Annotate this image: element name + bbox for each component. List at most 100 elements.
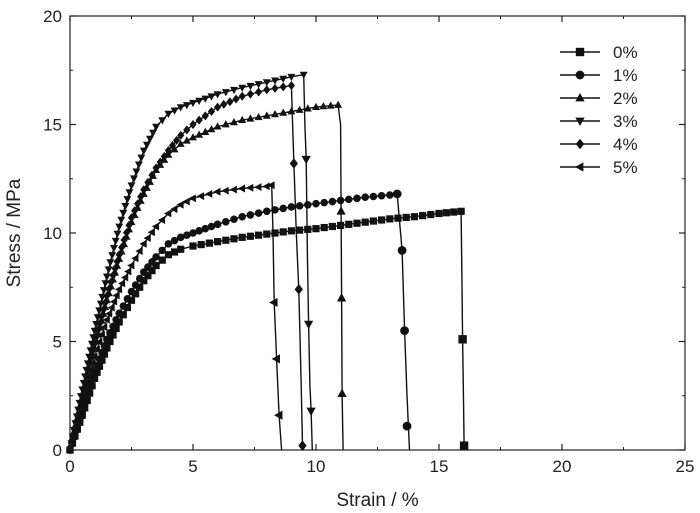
data-point (189, 242, 197, 250)
data-point (123, 303, 131, 312)
data-point (115, 250, 123, 260)
data-point (353, 194, 361, 203)
data-point (195, 130, 204, 138)
data-point (254, 209, 263, 217)
data-point (112, 316, 120, 324)
data-point (158, 117, 167, 125)
data-point (92, 345, 100, 354)
data-point (207, 93, 216, 101)
data-point (152, 261, 160, 270)
axes-layer: 0 5 10 15 20 25 0 5 10 15 20 (43, 7, 694, 476)
data-point (274, 410, 283, 420)
data-point (386, 215, 394, 223)
data-point (183, 125, 191, 135)
data-point (296, 226, 304, 234)
x-tick-label: 10 (307, 457, 326, 476)
data-point (458, 335, 467, 344)
data-point (459, 441, 469, 450)
data-point (410, 213, 418, 221)
data-point (450, 208, 458, 216)
data-point (189, 120, 197, 129)
data-point (196, 192, 205, 201)
data-point (111, 237, 120, 246)
data-point (238, 212, 246, 221)
data-point (267, 181, 275, 190)
data-point (189, 229, 197, 237)
data-point (100, 323, 108, 332)
data-point (151, 222, 159, 231)
data-point (182, 197, 190, 206)
data-point (201, 224, 210, 233)
data-point (246, 232, 254, 240)
data-point (177, 245, 185, 253)
data-point (127, 213, 136, 223)
data-point (361, 218, 369, 226)
data-point (345, 195, 353, 204)
data-point (287, 107, 296, 115)
data-point (369, 192, 378, 201)
legend-entry: 1% (560, 66, 638, 85)
data-point (213, 122, 222, 130)
data-point (122, 228, 131, 238)
data-point (139, 147, 148, 155)
plot-area (69, 15, 686, 451)
data-point (137, 154, 146, 162)
data-point (298, 440, 307, 451)
data-point (312, 102, 320, 111)
data-point (328, 197, 337, 206)
data-point (427, 210, 435, 219)
data-point (207, 106, 216, 116)
data-point (120, 235, 128, 245)
data-point (109, 270, 117, 280)
data-point (168, 140, 177, 150)
data-point (121, 273, 129, 282)
data-point (127, 261, 135, 270)
data-point (176, 233, 185, 242)
data-point (238, 233, 246, 241)
legend-label: 1% (613, 66, 638, 85)
data-point (369, 217, 377, 225)
data-point (130, 175, 138, 183)
data-point (134, 161, 143, 169)
data-point (188, 194, 196, 203)
data-point (238, 91, 246, 101)
data-point (221, 120, 230, 128)
data-point (119, 209, 128, 218)
data-point (189, 99, 197, 108)
data-point (125, 189, 134, 197)
data-point (158, 256, 166, 264)
legend-entry: 2% (560, 89, 638, 108)
data-point (94, 325, 102, 335)
data-point (164, 240, 173, 248)
data-point (107, 277, 115, 287)
data-point (304, 225, 312, 233)
data-point (117, 216, 126, 224)
data-point (108, 252, 117, 260)
data-point (214, 102, 222, 112)
data-point (263, 230, 271, 238)
data-point (135, 274, 144, 283)
data-point (98, 348, 106, 357)
legend-marker (575, 92, 585, 102)
data-point (170, 248, 179, 256)
data-point (319, 102, 328, 110)
legend-label: 5% (613, 158, 638, 177)
data-point (107, 303, 115, 312)
data-point (130, 206, 139, 216)
data-point (117, 279, 126, 288)
data-point (115, 309, 123, 318)
data-point (132, 290, 140, 298)
data-point (170, 107, 179, 115)
data-point (137, 192, 145, 202)
data-point (262, 111, 271, 119)
data-point (148, 170, 156, 180)
legend-entry: 0% (560, 43, 638, 62)
data-point (263, 85, 271, 95)
x-axis-title: Strain / % (336, 490, 418, 511)
data-point (306, 407, 316, 416)
data-point (83, 378, 91, 387)
data-point (320, 198, 328, 207)
data-point (312, 225, 320, 233)
data-point (230, 86, 238, 95)
